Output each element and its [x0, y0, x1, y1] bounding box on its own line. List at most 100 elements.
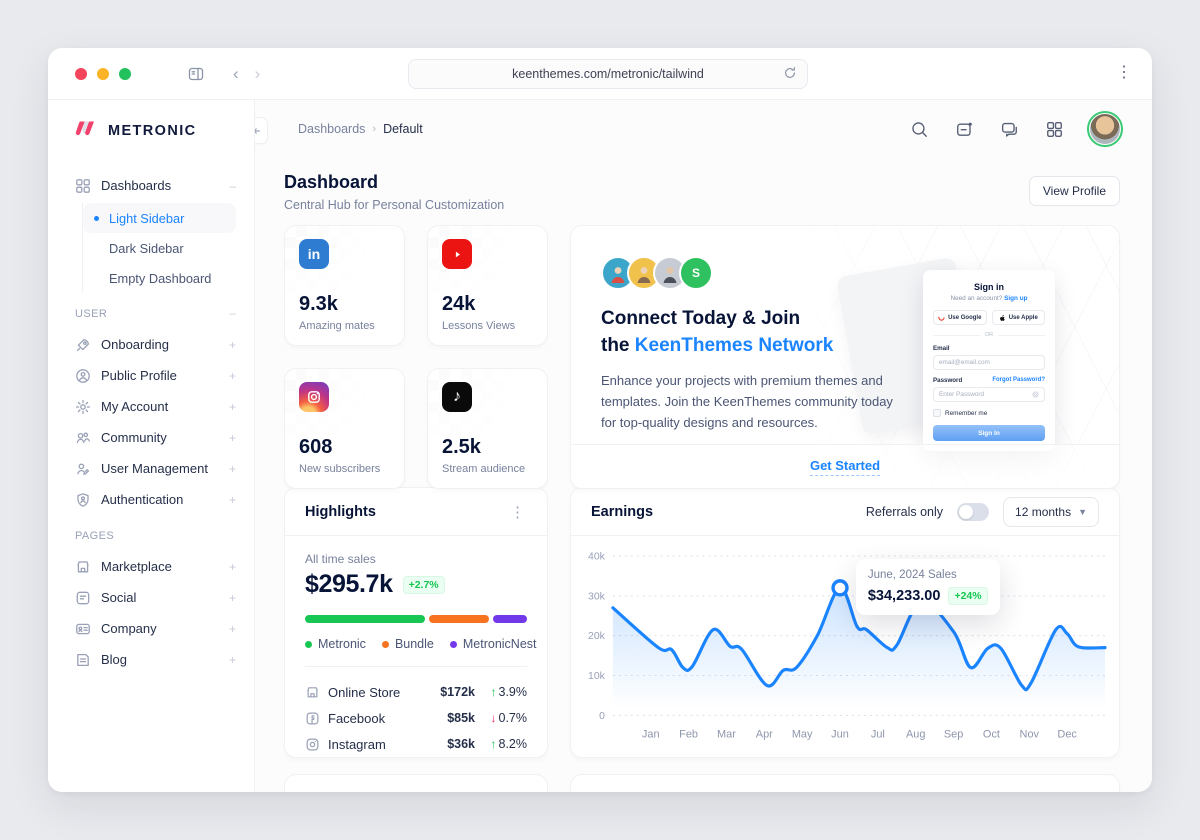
main-content: Dashboards › Default [255, 100, 1152, 792]
chat-icon[interactable] [1000, 120, 1019, 139]
channel-row-instagram[interactable]: Instagram $36k ↑ 8.2% [305, 731, 527, 757]
x-axis-label: Oct [983, 728, 1000, 740]
sidebar-item-company[interactable]: Company + [75, 613, 236, 644]
user-edit-icon [75, 461, 91, 477]
line-chart[interactable]: 0 10k 20k 30k 40k Jan Feb Mar Apr May Jun Jul Aug Sep… [579, 548, 1111, 745]
referrals-only-toggle[interactable] [957, 502, 990, 521]
plus-icon: + [228, 559, 236, 574]
eye-icon [1032, 391, 1039, 398]
instagram-icon [299, 382, 329, 412]
topbar: Dashboards › Default [284, 100, 1123, 158]
highlights-card: Highlights ⋮ All time sales $295.7k +2.7… [284, 487, 548, 758]
date-range-dropdown[interactable]: 12 months ▼ [1003, 496, 1099, 527]
sidebar-item-label: Community [101, 430, 167, 445]
sidebar-item-user-management[interactable]: User Management + [75, 453, 236, 484]
legend-dot-icon [305, 640, 312, 648]
rocket-icon [75, 337, 91, 353]
sidebar-item-marketplace[interactable]: Marketplace + [75, 551, 236, 582]
channel-row-facebook[interactable]: Facebook $85k ↓ 0.7% [305, 705, 527, 731]
x-axis-label: Jul [871, 728, 885, 740]
channel-delta: ↑ 3.9% [490, 685, 528, 699]
highlights-title: Highlights [305, 503, 376, 520]
notifications-icon[interactable] [955, 120, 974, 139]
keenthemes-network-link[interactable]: KeenThemes Network [634, 334, 834, 356]
all-time-sales-label: All time sales [305, 552, 376, 566]
stat-value: 608 [299, 436, 333, 458]
address-bar[interactable]: keenthemes.com/metronic/tailwind [408, 59, 808, 89]
plus-icon: + [228, 492, 236, 507]
legend-dot-icon [381, 640, 389, 648]
sidebar-item-community[interactable]: Community + [75, 422, 236, 453]
password-label: Password [933, 377, 963, 384]
user-avatar[interactable] [1087, 111, 1123, 147]
view-profile-button[interactable]: View Profile [1028, 176, 1120, 206]
stats-grid: in 9.3k Amazing mates 24k Lessons Views [284, 225, 548, 489]
sidebar-item-label: Onboarding [101, 337, 169, 352]
reload-icon[interactable] [783, 66, 797, 83]
plus-icon: + [228, 430, 236, 445]
breadcrumb-dashboards[interactable]: Dashboards [298, 122, 366, 136]
subitem-label: Light Sidebar [109, 210, 185, 226]
plus-icon: + [228, 590, 236, 605]
browser-forward-button[interactable]: › [254, 63, 261, 83]
zoom-window-button[interactable] [119, 67, 131, 80]
remember-me-checkbox: Remember me [933, 409, 1045, 417]
sidebar-item-onboarding[interactable]: Onboarding + [75, 329, 236, 360]
browser-sidebar-icon[interactable] [187, 65, 205, 83]
stat-card-linkedin[interactable]: in 9.3k Amazing mates [284, 225, 405, 346]
data-point-marker[interactable] [831, 579, 849, 597]
sidebar-section-pages: PAGES [75, 530, 115, 542]
sidebar-nav: Dashboards – Light Sidebar Dark Sidebar … [75, 170, 236, 675]
channel-value: $172k [440, 685, 475, 699]
channel-row-online-store[interactable]: Online Store $172k ↑ 3.9% [305, 679, 527, 705]
sidebar-section-user: USER – [75, 308, 236, 320]
earnings-title: Earnings [591, 503, 654, 520]
x-axis-label: Nov [1020, 728, 1040, 740]
partial-card [284, 774, 548, 792]
page-subtitle: Central Hub for Personal Customization [284, 198, 505, 212]
stat-card-instagram[interactable]: 608 New subscribers [284, 368, 405, 489]
sidebar-collapse-button[interactable] [255, 117, 268, 144]
plus-icon: + [228, 337, 236, 352]
close-window-button[interactable] [75, 67, 87, 80]
stat-card-tiktok[interactable]: ♪ 2.5k Stream audience [427, 368, 548, 489]
stat-label: New subscribers [299, 463, 381, 475]
sidebar-item-public-profile[interactable]: Public Profile + [75, 360, 236, 391]
stat-card-youtube[interactable]: 24k Lessons Views [427, 225, 548, 346]
sidebar-item-label: Public Profile [101, 368, 177, 383]
get-started-link[interactable]: Get Started [809, 458, 881, 476]
minimize-window-button[interactable] [97, 67, 109, 80]
checkbox-icon [933, 409, 941, 417]
date-range-value: 12 months [1015, 504, 1072, 519]
signin-mockup: Sign in Need an account? Sign up Use Goo… [923, 270, 1055, 451]
channel-delta: ↑ 8.2% [490, 737, 528, 751]
legend-label: MetronicNest [462, 637, 537, 651]
linkedin-icon: in [299, 239, 329, 269]
browser-back-button[interactable]: ‹ [233, 63, 239, 83]
sidebar-subitem-dark-sidebar[interactable]: Dark Sidebar [83, 233, 236, 263]
metronic-logo-icon [75, 121, 94, 136]
more-options-icon[interactable]: ⋮ [510, 503, 525, 521]
search-icon[interactable] [910, 120, 929, 139]
email-field: email@email.com [933, 355, 1045, 370]
sidebar-subitem-light-sidebar[interactable]: Light Sidebar [83, 203, 236, 233]
apps-grid-icon[interactable] [1045, 120, 1064, 139]
sales-distribution-bar [305, 615, 527, 623]
sidebar-item-authentication[interactable]: Authentication + [75, 484, 236, 515]
sidebar: METRONIC Dashboards – Light Sidebar Dark… [48, 100, 255, 792]
sidebar-item-my-account[interactable]: My Account + [75, 391, 236, 422]
sidebar-item-label: My Account [101, 399, 169, 414]
legend-label: Metronic [318, 637, 366, 651]
x-axis-label: May [792, 728, 813, 740]
sidebar-item-dashboards[interactable]: Dashboards – [75, 170, 236, 201]
sidebar-item-social[interactable]: Social + [75, 582, 236, 613]
tooltip-title: June, 2024 Sales [867, 569, 957, 582]
plus-icon: + [228, 368, 236, 383]
legend-item: Bundle [381, 637, 434, 651]
browser-menu-icon[interactable]: ⋮ [1116, 64, 1132, 81]
referrals-only-label: Referrals only [865, 504, 944, 519]
tooltip-delta-badge: +24% [948, 587, 988, 606]
logo[interactable]: METRONIC [75, 118, 236, 144]
sidebar-item-blog[interactable]: Blog + [75, 644, 236, 675]
sidebar-subitem-empty-dashboard[interactable]: Empty Dashboard [83, 263, 236, 293]
